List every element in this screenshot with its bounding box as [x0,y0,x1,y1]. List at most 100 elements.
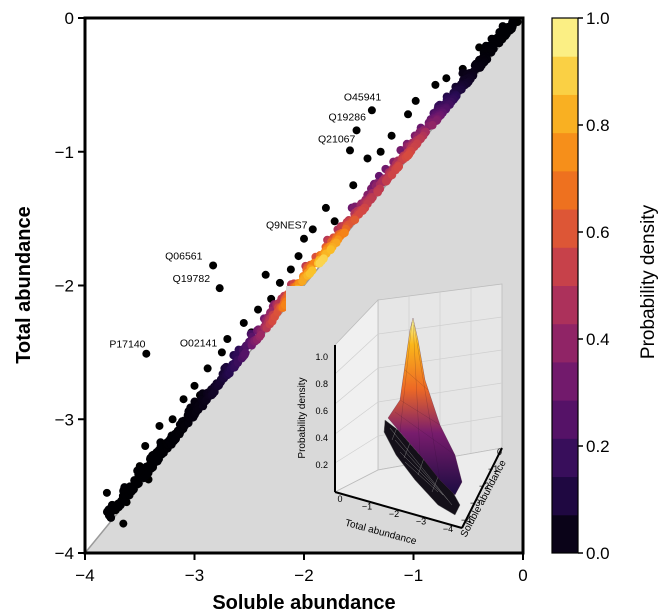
y-axis-label: Total abundance [13,206,35,363]
colorbar-segment [552,170,578,210]
colorbar-segment [552,438,578,478]
outlier-point [321,203,330,212]
annotated-point [217,348,226,357]
inset-z-tick: 0.4 [315,433,328,443]
x-axis-label: Soluble abundance [212,592,395,614]
density-point [305,269,315,278]
inset-x-tick: −4 [443,524,453,534]
colorbar-segment [552,18,578,57]
colorbar-segment [552,247,578,286]
density-point [394,162,404,171]
annotated-point [352,126,361,135]
x-tick-label: 0 [518,566,527,585]
annotated-point [367,106,376,115]
annotated-point [209,261,218,270]
outlier-point [155,421,164,430]
inset-x-tick: −2 [389,509,399,519]
point-annotation: Q9NES7 [266,220,308,232]
point-annotation: O02141 [180,337,218,349]
inset-y-tick: −3 [470,498,480,508]
colorbar-segment [552,514,578,554]
annotated-point [142,349,151,358]
outlier-point [376,147,385,156]
x-tick-label: −1 [404,566,423,585]
point-annotation: Q06561 [165,250,203,262]
density-point [382,177,391,186]
density-point [315,259,324,268]
colorbar-tick-label: 1.0 [586,9,610,28]
outlier-point [387,131,396,140]
outlier-point [330,217,339,226]
outlier-point [431,80,440,89]
inset-z-tick: 0.6 [315,406,328,416]
density-point [298,277,307,286]
colorbar-segment [552,56,578,95]
outlier-point [141,442,150,450]
outlier-point [254,305,263,314]
inset-surface-mesh [389,424,453,506]
outlier-point [102,488,111,497]
outlier-point [294,252,303,261]
colorbar: 0.0 0.2 0.4 0.6 0.8 1.0 [551,9,610,563]
colorbar-tick-label: 0.8 [586,116,610,135]
colorbar-segment [552,94,578,134]
point-annotation: P17140 [109,339,145,351]
outlier-point [286,265,295,274]
colorbar-tick-label: 0.2 [586,437,610,456]
density-point [326,245,335,255]
tick-layer: −4 −3 −2 −1 0 0 −1 −2 −3 −4 [55,9,528,585]
outlier-point [223,335,232,343]
outlier-point [442,74,451,83]
colorbar-segment [552,400,578,439]
inset-x-tick: −1 [362,502,372,512]
outlier-point [363,154,372,163]
x-tick-label: −2 [294,566,313,585]
colorbar-segment [552,132,578,172]
outlier-point [190,381,199,390]
inset-surface-peak [387,317,463,496]
density-point [428,121,437,130]
inset-z-tick: 0.2 [315,460,328,470]
x-tick-label: −3 [185,566,204,585]
annotated-point [300,234,308,243]
inset-x-tick: −3 [416,517,426,527]
density-point [256,330,266,340]
density-point [373,188,383,197]
outlier-point [179,395,188,404]
outlier-point [404,110,413,119]
inset-tick-labels: 0.2 0.4 0.6 0.8 1.0 0 −1 −2 −3 −4 0 −1 −2 −3 −4 [315,352,502,534]
point-annotation: O45941 [344,91,382,103]
y-tick-label: −4 [55,544,74,563]
colorbar-tick-label: 0.4 [586,330,610,349]
y-tick-label: −3 [55,410,74,429]
inset-z-tick: 0.8 [315,379,328,389]
outlier-point [411,96,420,105]
point-annotation: Q19286 [329,111,367,123]
annotated-point [345,146,354,155]
colorbar-segment [552,323,578,363]
colorbar-segment [552,285,578,325]
colorbar-tick-label: 0.6 [586,223,610,242]
inset-y-tick: −4 [461,515,471,525]
density-point [241,348,250,358]
x-tick-label: −4 [75,566,94,585]
density-point [340,228,349,237]
density-point [403,151,413,160]
colorbar-frame [551,17,579,554]
density-point [350,215,360,225]
outlier-point [239,318,248,327]
point-annotation: Q19782 [173,273,211,285]
outlier-point [308,225,317,234]
inset-zlabel: Probability density [297,377,308,458]
outlier-point [119,519,128,528]
inset-x-tick: 0 [337,494,342,504]
y-tick-label: 0 [65,9,74,28]
outlier-point [349,181,358,190]
outlier-point [261,270,270,279]
inset-x-axis [334,491,463,529]
y-tick-label: −1 [55,143,74,162]
colorbar-segment [552,361,578,401]
inset-z-tick: 1.0 [315,352,328,362]
outlier-point [168,415,177,424]
